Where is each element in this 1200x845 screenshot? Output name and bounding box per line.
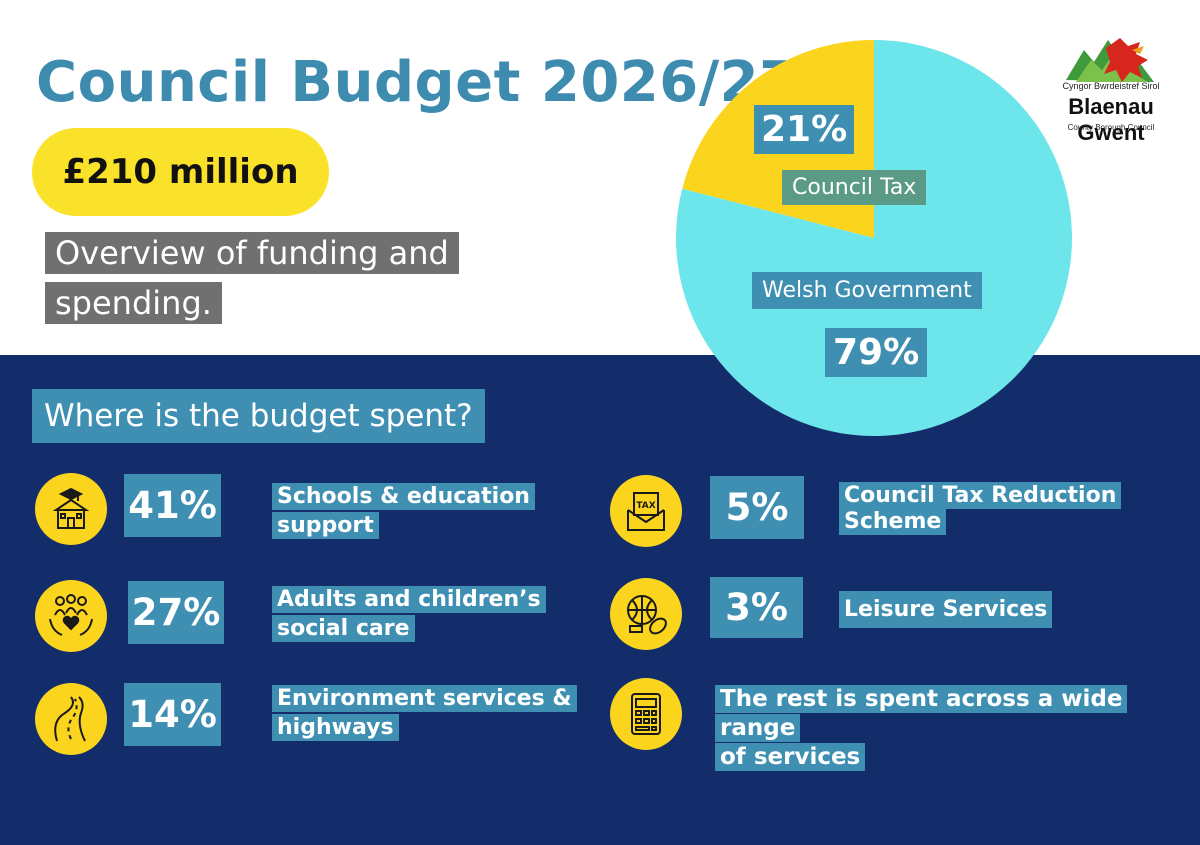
desc-environment-line2: highways xyxy=(272,714,399,741)
desc-rest-line1: The rest is spent across a wide range xyxy=(715,685,1128,742)
desc-schools-line1: Schools & education xyxy=(272,483,535,510)
desc-leisure: Leisure Services xyxy=(839,591,1053,628)
logo-welsh-name: Cyngor Bwrdeistref Sirol xyxy=(1062,81,1160,91)
desc-tax-reduction-line1: Council Tax Reduction xyxy=(839,482,1122,509)
council-tax-label: Council Tax xyxy=(782,170,927,205)
desc-social-care-line1: Adults and children’s xyxy=(272,586,546,613)
desc-social-care: Adults and children’s social care xyxy=(272,585,546,643)
pct-schools: 41% xyxy=(124,474,221,537)
school-icon xyxy=(35,473,107,545)
family-care-icon xyxy=(35,580,107,652)
welsh-government-value-label: 79% xyxy=(825,328,928,377)
sports-equipment-icon xyxy=(610,578,682,650)
desc-schools: Schools & education support xyxy=(272,482,535,540)
desc-leisure-line1: Leisure Services xyxy=(839,591,1053,628)
subtitle-line-2: spending. xyxy=(45,282,222,324)
pct-tax-reduction: 5% xyxy=(710,476,804,539)
road-icon xyxy=(35,683,107,755)
desc-rest-line2: of services xyxy=(715,743,866,771)
logo-council-name: Blaenau Gwent xyxy=(1068,94,1154,145)
pie-slice-welsh-government xyxy=(676,40,1072,436)
logo-english-name: County Borough Council xyxy=(1067,123,1155,132)
pct-leisure: 3% xyxy=(710,577,803,638)
svg-text:TAX: TAX xyxy=(636,501,655,511)
desc-schools-line2: support xyxy=(272,512,379,539)
pct-social-care: 27% xyxy=(128,581,224,644)
desc-environment-line1: Environment services & xyxy=(272,685,577,712)
welsh-government-label: Welsh Government xyxy=(752,272,982,309)
pct-environment: 14% xyxy=(124,683,221,746)
dragon-mountain-icon xyxy=(1066,38,1154,82)
desc-tax-reduction: Council Tax Reduction Scheme xyxy=(839,482,1122,535)
desc-tax-reduction-line2: Scheme xyxy=(839,508,947,535)
desc-social-care-line2: social care xyxy=(272,615,415,642)
page-title: Council Budget 2026/27 xyxy=(36,50,799,115)
desc-environment: Environment services & highways xyxy=(272,684,577,742)
calculator-icon xyxy=(610,678,682,750)
tax-envelope-icon: TAX xyxy=(610,475,682,547)
spending-heading: Where is the budget spent? xyxy=(32,389,485,443)
subtitle-line-1: Overview of funding and xyxy=(45,232,459,274)
council-tax-value-label: 21% xyxy=(754,105,855,154)
total-budget-badge: £210 million xyxy=(32,128,329,216)
desc-rest: The rest is spent across a wide range of… xyxy=(715,685,1200,772)
council-logo xyxy=(1036,20,1186,140)
